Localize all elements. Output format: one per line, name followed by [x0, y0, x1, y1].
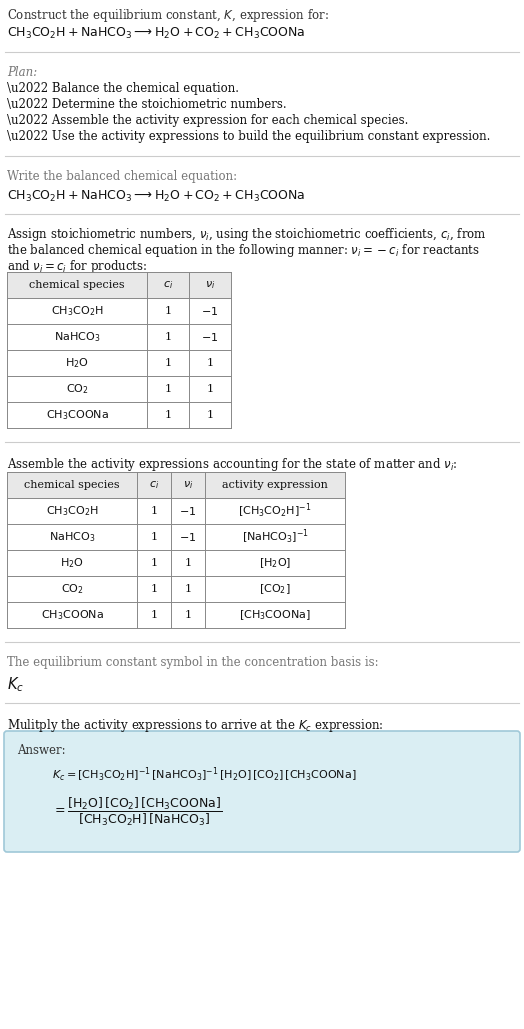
Text: Assign stoichiometric numbers, $\nu_i$, using the stoichiometric coefficients, $: Assign stoichiometric numbers, $\nu_i$, …: [7, 226, 487, 243]
Text: $\mathrm{CH_3CO_2H}$: $\mathrm{CH_3CO_2H}$: [46, 504, 99, 518]
Text: activity expression: activity expression: [222, 480, 328, 490]
Text: 1: 1: [150, 506, 158, 516]
Text: 1: 1: [165, 384, 171, 394]
Text: $\mathrm{NaHCO_3}$: $\mathrm{NaHCO_3}$: [54, 330, 100, 344]
Text: Answer:: Answer:: [17, 744, 66, 757]
Text: $-1$: $-1$: [179, 505, 196, 517]
Text: 1: 1: [206, 358, 214, 368]
Text: $\mathrm{CO_2}$: $\mathrm{CO_2}$: [61, 582, 83, 596]
Text: Mulitply the activity expressions to arrive at the $K_c$ expression:: Mulitply the activity expressions to arr…: [7, 717, 384, 734]
Text: $\mathrm{H_2O}$: $\mathrm{H_2O}$: [60, 556, 84, 570]
Text: 1: 1: [165, 410, 171, 420]
Text: 1: 1: [150, 558, 158, 568]
Text: $[\mathrm{CH_3COONa}]$: $[\mathrm{CH_3COONa}]$: [239, 608, 311, 622]
Text: 1: 1: [165, 306, 171, 316]
Text: 1: 1: [206, 410, 214, 420]
Text: chemical species: chemical species: [29, 280, 125, 290]
Text: $K_c$: $K_c$: [7, 675, 24, 694]
Text: $\mathrm{CO_2}$: $\mathrm{CO_2}$: [66, 382, 89, 396]
FancyBboxPatch shape: [4, 731, 520, 852]
Text: $-1$: $-1$: [201, 305, 219, 317]
Text: Assemble the activity expressions accounting for the state of matter and $\nu_i$: Assemble the activity expressions accoun…: [7, 456, 457, 473]
Text: $\mathrm{CH_3COONa}$: $\mathrm{CH_3COONa}$: [46, 409, 108, 422]
Text: $\mathrm{CH_3CO_2H}$: $\mathrm{CH_3CO_2H}$: [51, 305, 103, 318]
Text: 1: 1: [206, 384, 214, 394]
Text: \u2022 Determine the stoichiometric numbers.: \u2022 Determine the stoichiometric numb…: [7, 98, 287, 111]
Text: 1: 1: [184, 558, 192, 568]
Text: $\nu_i$: $\nu_i$: [183, 480, 193, 491]
Text: 1: 1: [150, 584, 158, 594]
Text: $\mathrm{H_2O}$: $\mathrm{H_2O}$: [65, 356, 89, 369]
Text: $-1$: $-1$: [179, 531, 196, 543]
Bar: [7, 272, 231, 298]
Text: The equilibrium constant symbol in the concentration basis is:: The equilibrium constant symbol in the c…: [7, 657, 379, 669]
Text: the balanced chemical equation in the following manner: $\nu_i = -c_i$ for react: the balanced chemical equation in the fo…: [7, 242, 480, 259]
Text: $[\mathrm{H_2O}]$: $[\mathrm{H_2O}]$: [259, 556, 291, 570]
Text: Construct the equilibrium constant, $K$, expression for:: Construct the equilibrium constant, $K$,…: [7, 7, 329, 24]
Text: $\mathrm{CH_3CO_2H + NaHCO_3 \longrightarrow H_2O + CO_2 + CH_3COONa}$: $\mathrm{CH_3CO_2H + NaHCO_3 \longrighta…: [7, 26, 305, 41]
Text: 1: 1: [150, 610, 158, 620]
Text: $[\mathrm{CO_2}]$: $[\mathrm{CO_2}]$: [259, 582, 291, 596]
Text: 1: 1: [165, 332, 171, 342]
Text: 1: 1: [150, 532, 158, 542]
Text: $-1$: $-1$: [201, 331, 219, 343]
Text: $[\mathrm{CH_3CO_2H}]^{-1}$: $[\mathrm{CH_3CO_2H}]^{-1}$: [238, 502, 312, 521]
Text: $K_c = [\mathrm{CH_3CO_2H}]^{-1}\,[\mathrm{NaHCO_3}]^{-1}\,[\mathrm{H_2O}]\,[\ma: $K_c = [\mathrm{CH_3CO_2H}]^{-1}\,[\math…: [52, 766, 356, 784]
Text: $= \dfrac{[\mathrm{H_2O}]\,[\mathrm{CO_2}]\,[\mathrm{CH_3COONa}]}{[\mathrm{CH_3C: $= \dfrac{[\mathrm{H_2O}]\,[\mathrm{CO_2…: [52, 796, 222, 828]
Text: and $\nu_i = c_i$ for products:: and $\nu_i = c_i$ for products:: [7, 258, 147, 275]
Bar: [7, 472, 345, 498]
Text: $\mathrm{CH_3COONa}$: $\mathrm{CH_3COONa}$: [40, 608, 103, 622]
Text: $[\mathrm{NaHCO_3}]^{-1}$: $[\mathrm{NaHCO_3}]^{-1}$: [242, 528, 309, 546]
Text: \u2022 Assemble the activity expression for each chemical species.: \u2022 Assemble the activity expression …: [7, 114, 408, 127]
Text: 1: 1: [165, 358, 171, 368]
Text: $\mathrm{CH_3CO_2H + NaHCO_3 \longrightarrow H_2O + CO_2 + CH_3COONa}$: $\mathrm{CH_3CO_2H + NaHCO_3 \longrighta…: [7, 189, 305, 204]
Text: Plan:: Plan:: [7, 66, 37, 79]
Text: $\nu_i$: $\nu_i$: [205, 279, 215, 291]
Text: \u2022 Balance the chemical equation.: \u2022 Balance the chemical equation.: [7, 82, 239, 95]
Text: 1: 1: [184, 610, 192, 620]
Text: $c_i$: $c_i$: [149, 480, 159, 491]
Text: $c_i$: $c_i$: [163, 279, 173, 291]
Text: 1: 1: [184, 584, 192, 594]
Text: chemical species: chemical species: [24, 480, 120, 490]
Text: $\mathrm{NaHCO_3}$: $\mathrm{NaHCO_3}$: [49, 530, 95, 544]
Text: \u2022 Use the activity expressions to build the equilibrium constant expression: \u2022 Use the activity expressions to b…: [7, 130, 490, 143]
Text: Write the balanced chemical equation:: Write the balanced chemical equation:: [7, 170, 237, 183]
